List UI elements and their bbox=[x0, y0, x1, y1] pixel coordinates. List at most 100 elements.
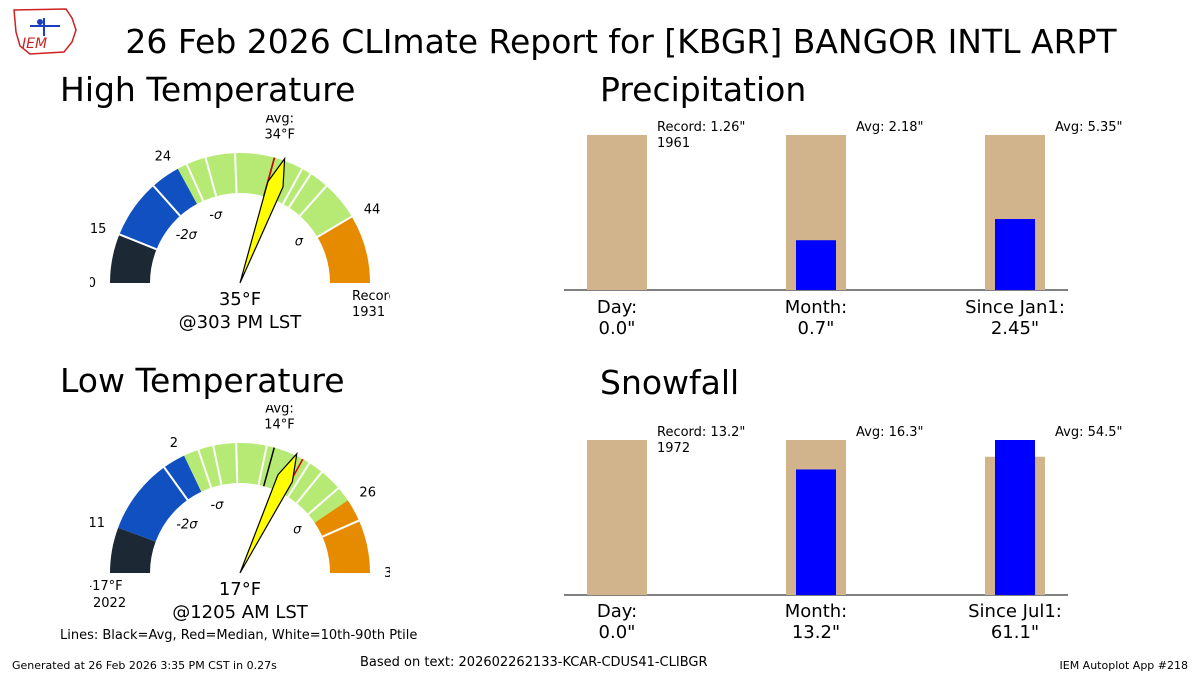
observed-bar-1 bbox=[796, 469, 836, 595]
iem-logo-graphic: IEM bbox=[13, 8, 77, 55]
percentile-line-1 bbox=[197, 449, 213, 489]
percentile-line-6 bbox=[295, 471, 323, 504]
gauge-band-2 bbox=[184, 443, 348, 523]
precip-year-label: Since Jan1: bbox=[965, 297, 1065, 318]
percentile-line-4 bbox=[234, 153, 238, 194]
precip-title: Precipitation bbox=[600, 70, 807, 109]
snow-day-label: Day: bbox=[596, 601, 638, 622]
tick-label-3: 44 bbox=[364, 202, 381, 217]
tick-label-2: 26 bbox=[359, 486, 376, 501]
percentile-line-3 bbox=[235, 443, 239, 484]
percentile-line-7 bbox=[307, 487, 340, 516]
reference-label-0: Record: 1.26" bbox=[657, 120, 745, 135]
precip-month-value: 0.7" bbox=[797, 318, 835, 339]
avg-value: 14°F bbox=[264, 417, 295, 432]
snow-title: Snowfall bbox=[600, 363, 740, 402]
reference-label-2: Avg: 5.35" bbox=[1055, 120, 1123, 135]
snow-season-label: Since Jul1: bbox=[968, 601, 1062, 622]
lines-legend: Lines: Black=Avg, Red=Median, White=10th… bbox=[60, 628, 418, 643]
snow-day-readout: Day: 0.0" bbox=[567, 601, 667, 643]
precip-day-readout: Day: 0.0" bbox=[567, 297, 667, 339]
precip-year-readout: Since Jan1: 2.45" bbox=[950, 297, 1080, 339]
reference-label-1: Avg: 16.3" bbox=[856, 425, 924, 440]
percentile-line-1 bbox=[152, 185, 181, 217]
precip-month-label: Month: bbox=[784, 297, 848, 318]
low-temp-title: Low Temperature bbox=[60, 361, 345, 400]
precip-day-label: Day: bbox=[596, 297, 638, 318]
percentile-line-6 bbox=[288, 173, 312, 209]
percentile-line-0 bbox=[163, 466, 189, 501]
avg-line bbox=[262, 447, 275, 487]
sigma-minus2-label: -2σ bbox=[176, 228, 198, 243]
observed-bar-2 bbox=[995, 219, 1035, 290]
percentile-line-8 bbox=[316, 215, 353, 238]
tick-label-3: 36 bbox=[384, 566, 390, 581]
snow-month-readout: Month: 13.2" bbox=[766, 601, 866, 643]
record-year: 1931 bbox=[352, 305, 385, 320]
generated-text: Generated at 26 Feb 2026 3:35 PM CST in … bbox=[12, 659, 277, 672]
percentile-line-2 bbox=[212, 445, 223, 486]
observed-temp: 35°F bbox=[219, 289, 261, 310]
observed-bar-2 bbox=[995, 440, 1035, 595]
snow-month-label: Month: bbox=[784, 601, 848, 622]
needle bbox=[239, 156, 286, 284]
snow-day-value: 0.0" bbox=[598, 622, 636, 643]
sigma-minus1-label: -σ bbox=[209, 208, 223, 223]
logo-text: IEM bbox=[22, 36, 47, 52]
iem-logo: IEM bbox=[10, 6, 82, 58]
app-id-text: IEM Autoplot App #218 bbox=[1059, 659, 1189, 672]
tick-label-0: -11 bbox=[90, 516, 105, 531]
needle bbox=[239, 451, 298, 574]
percentile-line-5 bbox=[287, 462, 311, 498]
tick-label-0: 10 bbox=[90, 276, 96, 291]
percentile-line-7 bbox=[299, 185, 328, 217]
reference-label-2: Avg: 54.5" bbox=[1055, 425, 1123, 440]
gauge-band-0 bbox=[110, 234, 157, 283]
gauge-band-3 bbox=[314, 500, 370, 573]
precip-day-value: 0.0" bbox=[598, 318, 636, 339]
tick-label-1: 15 bbox=[90, 222, 106, 237]
reference-sublabel-0: 1972 bbox=[657, 441, 690, 456]
snow-season-readout: Since Jul1: 61.1" bbox=[950, 601, 1080, 643]
low-temp-gauge: -11 2 26 36 -2σ -σ σ Avg:14°F 17°F@1205 AM LST Re… bbox=[90, 405, 390, 623]
snow-month-value: 13.2" bbox=[791, 622, 841, 643]
high-temp-gauge: 10 15 24 44 -2σ -σ σ Avg:34°F 35°F@303 PM LST Rec… bbox=[90, 115, 390, 333]
reference-bar-0 bbox=[587, 135, 647, 290]
precip-bar-chart: Record: 1.26"1961 Avg: 2.18" Avg: 5.35" bbox=[564, 120, 1123, 291]
record-label: Record: -17°F bbox=[90, 579, 123, 594]
observed-time: @1205 AM LST bbox=[172, 602, 309, 623]
record-label: Record: 51°F bbox=[352, 289, 390, 304]
percentile-line-2 bbox=[185, 163, 205, 202]
gauge-band-0 bbox=[110, 527, 156, 573]
percentile-line-4 bbox=[257, 445, 268, 486]
observed-time: @303 PM LST bbox=[179, 312, 303, 333]
based-on-text: Based on text: 202602262133-KCAR-CDUS41-… bbox=[360, 655, 708, 670]
percentile-line-5 bbox=[282, 168, 303, 205]
percentile-line-3 bbox=[204, 157, 218, 197]
reference-label-1: Avg: 2.18" bbox=[856, 120, 924, 135]
reference-bar-0 bbox=[587, 440, 647, 595]
snow-bar-chart: Record: 13.2"1972 Avg: 16.3" Avg: 54.5" bbox=[564, 425, 1123, 596]
gauge-band-1 bbox=[119, 168, 198, 250]
avg-label: Avg: bbox=[266, 115, 294, 126]
high-temp-title: High Temperature bbox=[60, 70, 356, 109]
gauge-band-3 bbox=[317, 216, 370, 283]
percentile-line-8 bbox=[321, 519, 360, 538]
reference-label-0: Record: 13.2" bbox=[657, 425, 745, 440]
sigma-plus1-label: σ bbox=[293, 522, 302, 537]
observed-temp: 17°F bbox=[219, 579, 261, 600]
gauge-band-1 bbox=[118, 455, 202, 542]
page-title: 26 Feb 2026 CLImate Report for [KBGR] BA… bbox=[125, 22, 1117, 61]
tick-label-1: 2 bbox=[170, 436, 178, 451]
avg-value: 34°F bbox=[264, 127, 295, 142]
avg-label: Avg: bbox=[265, 405, 293, 416]
sigma-minus1-label: -σ bbox=[210, 498, 224, 513]
sigma-minus2-label: -2σ bbox=[176, 517, 198, 532]
record-year: 2022 bbox=[93, 596, 126, 611]
observed-bar-1 bbox=[796, 240, 836, 290]
snow-season-value: 61.1" bbox=[990, 622, 1040, 643]
percentile-line-0 bbox=[119, 233, 157, 251]
precip-year-value: 2.45" bbox=[990, 318, 1040, 339]
precip-month-readout: Month: 0.7" bbox=[766, 297, 866, 339]
sigma-plus1-label: σ bbox=[295, 235, 304, 250]
